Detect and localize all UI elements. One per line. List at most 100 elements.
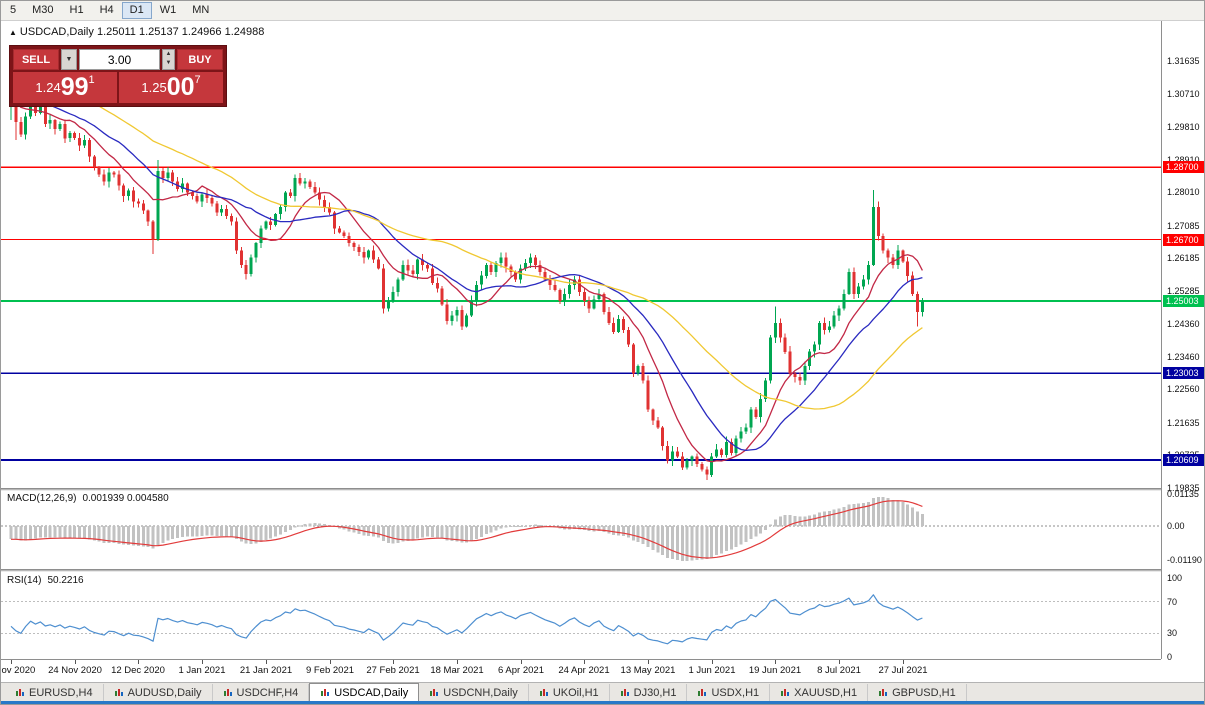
window-bottom-edge xyxy=(1,701,1204,704)
sell-button[interactable]: SELL xyxy=(13,49,59,70)
buy-price[interactable]: 1.25 00 7 xyxy=(119,72,223,103)
tab-label: DJ30,H1 xyxy=(633,686,677,699)
time-axis-tick xyxy=(457,660,458,664)
chart-icon xyxy=(620,688,630,698)
time-axis-tick xyxy=(648,660,649,664)
collapse-arrow-icon[interactable]: ▲ xyxy=(9,28,17,37)
spinner-up-icon[interactable]: ▲ xyxy=(165,51,172,57)
timeframe-d1[interactable]: D1 xyxy=(121,2,152,19)
chart-icon xyxy=(878,688,888,698)
chart-ohlc-quotes: 1.25011 1.25137 1.24966 1.24988 xyxy=(96,26,265,38)
chart-tab-audusd-daily[interactable]: AUDUSD,Daily xyxy=(104,684,213,701)
chart-tab-usdx-h1[interactable]: USDX,H1 xyxy=(687,684,771,701)
chevron-down-icon: ▼ xyxy=(65,56,73,63)
macd-axis-label: 0.01135 xyxy=(1167,489,1199,499)
price-line-tag: 1.25003 xyxy=(1163,295,1204,307)
timeframe-m30[interactable]: M30 xyxy=(32,4,54,16)
panel-splitter[interactable] xyxy=(1,569,1204,572)
macd-panel-canvas[interactable] xyxy=(1,491,1161,569)
price-axis-label: 1.21635 xyxy=(1167,418,1200,428)
chart-icon xyxy=(697,688,707,698)
sell-price[interactable]: 1.24 99 1 xyxy=(13,72,117,103)
chart-tab-usdchf-h4[interactable]: USDCHF,H4 xyxy=(213,684,310,701)
price-axis-label: 1.28910 xyxy=(1167,155,1200,165)
time-axis-label: 12 Dec 2020 xyxy=(111,665,165,676)
price-axis-label: 1.31635 xyxy=(1167,56,1200,66)
rsi-axis-label: 30 xyxy=(1167,628,1178,638)
chart-tab-usdcnh-daily[interactable]: USDCNH,Daily xyxy=(419,684,529,701)
price-axis-label: 1.30710 xyxy=(1167,89,1200,99)
price-axis-label: 1.28010 xyxy=(1167,187,1200,197)
time-axis-tick xyxy=(138,660,139,664)
price-chart-canvas[interactable] xyxy=(1,21,1161,488)
rsi-axis-label: 0 xyxy=(1167,652,1173,662)
chart-tab-ukoil-h1[interactable]: UKOil,H1 xyxy=(529,684,610,701)
time-axis-label: 27 Jul 2021 xyxy=(878,665,928,676)
tab-label: EURUSD,H4 xyxy=(29,686,93,699)
time-axis-tick xyxy=(330,660,331,664)
price-axis-label: 1.27085 xyxy=(1167,221,1200,231)
spinner-down-icon[interactable]: ▼ xyxy=(165,60,172,66)
time-axis-label: 19 Jun 2021 xyxy=(748,665,802,676)
price-axis-label: 1.19835 xyxy=(1167,483,1200,493)
price-axis-label: 1.23460 xyxy=(1167,352,1200,362)
time-axis-tick xyxy=(584,660,585,664)
time-axis-label: 27 Feb 2021 xyxy=(366,665,420,676)
price-axis-label: 1.24360 xyxy=(1167,319,1200,329)
time-axis-tick xyxy=(202,660,203,664)
timeframe-5[interactable]: 5 xyxy=(10,4,17,16)
chart-tab-xauusd-h1[interactable]: XAUUSD,H1 xyxy=(770,684,869,701)
time-axis[interactable]: 5 Nov 2020 24 Nov 2020 12 Dec 2020 1 Jan 20… xyxy=(1,659,1161,681)
time-axis-tick xyxy=(839,660,840,664)
volume-dropdown-button[interactable]: ▼ xyxy=(61,49,77,70)
chart-tab-eurusd-h4[interactable]: EURUSD,H4 xyxy=(5,684,104,701)
time-axis-label: 24 Nov 2020 xyxy=(48,665,102,676)
rsi-axis-label: 70 xyxy=(1167,597,1178,607)
macd-axis-label: -0.01190 xyxy=(1167,555,1202,565)
price-line-tag: 1.23003 xyxy=(1163,367,1204,379)
volume-stepper[interactable]: ▲ ▼ xyxy=(162,49,175,70)
time-axis-tick xyxy=(521,660,522,664)
tab-label: UKOil,H1 xyxy=(552,686,599,699)
chart-icon xyxy=(223,688,233,698)
timeframe-toolbar: 5 M30 H1 H4 D1 W1 MN xyxy=(1,1,1204,21)
chart-icon xyxy=(15,688,25,698)
chart-tab-dj30-h1[interactable]: DJ30,H1 xyxy=(610,684,688,701)
volume-input[interactable] xyxy=(79,49,160,70)
panel-splitter[interactable] xyxy=(1,488,1204,491)
chart-title: ▲ USDCAD,Daily 1.25011 1.25137 1.24966 1.… xyxy=(9,26,264,38)
timeframe-h4[interactable]: H4 xyxy=(99,4,114,16)
chart-tab-usdcad-daily[interactable]: USDCAD,Daily xyxy=(309,683,420,701)
chart-symbol: USDCAD,Daily xyxy=(19,26,94,38)
chart-tabs-bar: EURUSD,H4 AUDUSD,Daily USDCHF,H4 USDCAD,Dai… xyxy=(1,682,1204,701)
price-axis-label: 1.29810 xyxy=(1167,122,1200,132)
time-axis-label: 6 Apr 2021 xyxy=(498,665,544,676)
time-axis-tick xyxy=(11,660,12,664)
chart-icon xyxy=(320,688,330,698)
time-axis-tick xyxy=(903,660,904,664)
price-axis-label: 1.25285 xyxy=(1167,286,1200,296)
timeframe-mn[interactable]: MN xyxy=(192,4,210,16)
time-axis-tick xyxy=(712,660,713,664)
price-axis-label: 1.26185 xyxy=(1167,253,1200,263)
price-axis-label: 1.22560 xyxy=(1167,384,1200,394)
timeframe-w1[interactable]: W1 xyxy=(159,4,177,16)
time-axis-label: 13 May 2021 xyxy=(620,665,676,676)
time-axis-label: 21 Jan 2021 xyxy=(239,665,293,676)
price-line-tag: 1.28700 xyxy=(1163,161,1204,173)
time-axis-label: 1 Jan 2021 xyxy=(178,665,226,676)
tab-label: XAUUSD,H1 xyxy=(794,686,858,699)
timeframe-h1[interactable]: H1 xyxy=(69,4,84,16)
price-line-tag: 1.20609 xyxy=(1163,454,1204,466)
time-axis-tick xyxy=(775,660,776,664)
price-axis[interactable]: 1.31635 1.30710 1.29810 1.28910 1.28010 1.270… xyxy=(1161,21,1204,662)
macd-label: MACD(12,26,9) 0.001939 0.004580 xyxy=(7,493,169,504)
macd-axis-label: 0.00 xyxy=(1167,521,1185,531)
rsi-panel-canvas[interactable] xyxy=(1,572,1161,659)
time-axis-label: 8 Jul 2021 xyxy=(817,665,861,676)
chart-tab-gbpusd-h1[interactable]: GBPUSD,H1 xyxy=(868,684,967,701)
buy-button[interactable]: BUY xyxy=(177,49,223,70)
time-axis-label: 18 Mar 2021 xyxy=(430,665,484,676)
time-axis-tick xyxy=(75,660,76,664)
